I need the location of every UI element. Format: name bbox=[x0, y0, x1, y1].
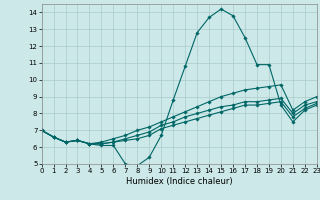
X-axis label: Humidex (Indice chaleur): Humidex (Indice chaleur) bbox=[126, 177, 233, 186]
